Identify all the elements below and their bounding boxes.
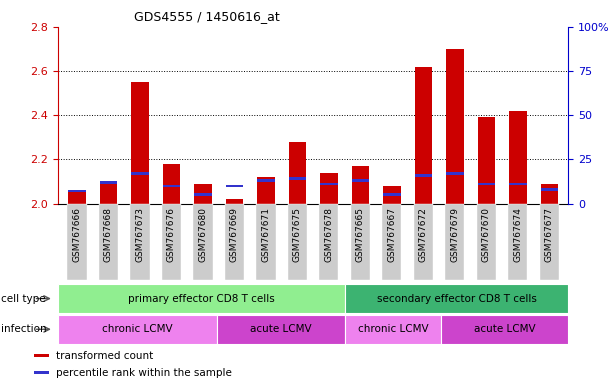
Bar xyxy=(100,184,117,204)
Bar xyxy=(257,177,274,204)
Bar xyxy=(382,204,401,280)
Bar xyxy=(194,194,211,196)
Bar xyxy=(225,204,244,280)
Bar xyxy=(345,284,568,313)
Text: GSM767677: GSM767677 xyxy=(545,207,554,262)
Bar xyxy=(289,177,306,180)
Bar xyxy=(100,181,117,184)
Bar xyxy=(477,204,496,280)
Bar xyxy=(446,172,464,175)
Text: GSM767675: GSM767675 xyxy=(293,207,302,262)
Bar xyxy=(162,204,181,280)
Bar xyxy=(478,118,495,204)
Bar xyxy=(441,315,568,344)
Text: GSM767674: GSM767674 xyxy=(513,207,522,262)
Text: GSM767666: GSM767666 xyxy=(73,207,81,262)
Bar xyxy=(320,183,337,185)
Text: primary effector CD8 T cells: primary effector CD8 T cells xyxy=(128,293,275,304)
Bar xyxy=(509,183,527,185)
Text: GSM767670: GSM767670 xyxy=(482,207,491,262)
Text: GSM767667: GSM767667 xyxy=(387,207,397,262)
Bar xyxy=(257,179,274,182)
Bar xyxy=(218,315,345,344)
Bar xyxy=(415,66,432,204)
Bar xyxy=(345,315,441,344)
Text: chronic LCMV: chronic LCMV xyxy=(357,324,428,334)
Bar xyxy=(131,82,148,204)
Bar xyxy=(225,185,243,187)
Bar xyxy=(541,184,558,204)
Bar xyxy=(446,49,464,204)
Bar xyxy=(320,172,337,204)
Text: GSM767671: GSM767671 xyxy=(262,207,271,262)
Bar xyxy=(320,204,338,280)
Bar xyxy=(445,204,464,280)
Bar xyxy=(163,164,180,204)
Text: acute LCMV: acute LCMV xyxy=(474,324,535,334)
Text: GSM767665: GSM767665 xyxy=(356,207,365,262)
Bar xyxy=(58,315,218,344)
Text: GDS4555 / 1450616_at: GDS4555 / 1450616_at xyxy=(134,10,280,23)
Text: GSM767676: GSM767676 xyxy=(167,207,176,262)
Bar xyxy=(508,204,527,280)
Bar xyxy=(68,190,86,204)
Bar xyxy=(478,183,495,185)
Bar xyxy=(289,142,306,204)
Text: GSM767673: GSM767673 xyxy=(136,207,144,262)
Text: transformed count: transformed count xyxy=(56,351,153,361)
Bar xyxy=(225,199,243,204)
Bar xyxy=(193,204,213,280)
Text: GSM767678: GSM767678 xyxy=(324,207,334,262)
Text: chronic LCMV: chronic LCMV xyxy=(103,324,173,334)
Bar xyxy=(163,185,180,187)
Bar xyxy=(415,174,432,177)
Text: GSM767679: GSM767679 xyxy=(450,207,459,262)
Bar xyxy=(383,194,401,196)
Bar xyxy=(34,371,49,374)
Text: GSM767680: GSM767680 xyxy=(199,207,207,262)
Bar xyxy=(131,172,148,175)
Text: cell type: cell type xyxy=(1,293,45,304)
Bar xyxy=(541,188,558,191)
Bar xyxy=(540,204,559,280)
Bar xyxy=(352,166,369,204)
Bar xyxy=(58,284,345,313)
Bar xyxy=(509,111,527,204)
Bar xyxy=(351,204,370,280)
Text: secondary effector CD8 T cells: secondary effector CD8 T cells xyxy=(377,293,536,304)
Text: GSM767672: GSM767672 xyxy=(419,207,428,262)
Bar xyxy=(68,190,86,192)
Bar xyxy=(288,204,307,280)
Text: GSM767669: GSM767669 xyxy=(230,207,239,262)
Bar xyxy=(194,184,211,204)
Bar xyxy=(383,186,401,204)
Bar xyxy=(67,204,87,280)
Bar xyxy=(34,354,49,357)
Text: GSM767668: GSM767668 xyxy=(104,207,113,262)
Bar xyxy=(99,204,118,280)
Text: infection: infection xyxy=(1,324,46,334)
Bar xyxy=(414,204,433,280)
Bar xyxy=(130,204,150,280)
Text: acute LCMV: acute LCMV xyxy=(251,324,312,334)
Bar xyxy=(352,179,369,182)
Bar xyxy=(256,204,276,280)
Text: percentile rank within the sample: percentile rank within the sample xyxy=(56,367,232,377)
